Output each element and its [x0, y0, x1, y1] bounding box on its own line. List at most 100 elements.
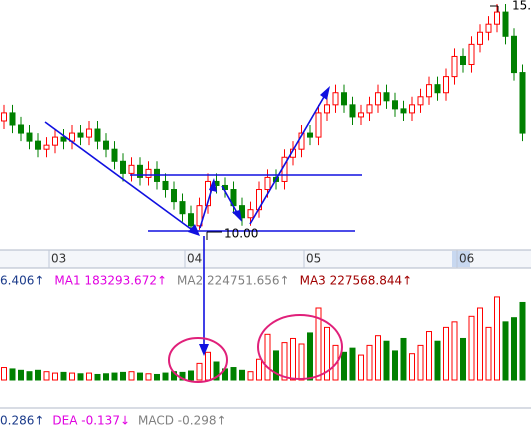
- candle-body: [383, 92, 390, 102]
- volume-bar: [460, 337, 466, 381]
- volume-bar: [43, 371, 50, 381]
- volume-bar: [35, 369, 41, 381]
- volume-bar: [349, 347, 356, 381]
- legend-entry: 0.286↑: [0, 414, 44, 428]
- arrow-line: [44, 121, 196, 233]
- volume-bar: [145, 373, 152, 381]
- volume-bar: [273, 350, 279, 381]
- volume-bar: [375, 335, 381, 381]
- volume-bar: [247, 371, 254, 381]
- legend-entry: MA1 183293.672↑: [54, 274, 167, 288]
- x-tick-label: 05: [306, 252, 321, 266]
- volume-bar: [341, 351, 347, 381]
- arrow-head: [320, 86, 330, 100]
- volume-bar: [128, 371, 135, 381]
- volume-bar: [426, 331, 432, 381]
- candle-body: [477, 31, 483, 45]
- highlight-ellipse: [168, 337, 228, 383]
- annotations: [44, 86, 362, 356]
- candle-body: [375, 92, 381, 106]
- volume-bar: [298, 343, 305, 381]
- candle-body: [128, 164, 135, 174]
- x-axis-band: [0, 250, 531, 268]
- volume-bar: [409, 353, 415, 381]
- volume-bar: [511, 317, 517, 381]
- candle-body: [315, 112, 322, 138]
- volume-bar: [239, 369, 245, 381]
- legend-entry: 6.406↑: [0, 274, 44, 288]
- x-tick-label: 06: [459, 252, 474, 266]
- candle-body: [511, 35, 517, 74]
- candle-body: [264, 176, 271, 191]
- candle-body: [443, 76, 449, 94]
- candle-body: [434, 84, 441, 94]
- volume-bar: [264, 333, 271, 381]
- volume-bar: [451, 321, 458, 381]
- legend-entry: MACD -0.298↑: [138, 414, 227, 428]
- highlight-ellipse: [257, 314, 343, 380]
- volume-bar: [392, 350, 398, 381]
- candle-body: [60, 136, 67, 142]
- legend-entry: DEA -0.137↓: [52, 414, 130, 428]
- arrow-line: [249, 89, 329, 225]
- volume-bar: [60, 371, 67, 381]
- volume-bar: [196, 362, 203, 381]
- candle-body: [188, 213, 194, 227]
- volume-bar: [383, 340, 390, 381]
- volume-bar: [290, 337, 296, 381]
- volume-bar: [307, 332, 313, 381]
- candle-body: [137, 164, 143, 178]
- volume-bar: [434, 340, 441, 381]
- x-tick-label: 04: [187, 252, 202, 266]
- annotation: 10.00: [224, 227, 258, 241]
- volume-bar: [366, 344, 373, 381]
- x-tick-label: 03: [51, 252, 66, 266]
- volume-bar: [111, 372, 118, 381]
- candle-body: [43, 144, 50, 150]
- volume-bar: [468, 315, 475, 381]
- candle-body: [502, 11, 509, 37]
- candle-body: [426, 84, 432, 98]
- volume-bar: [205, 351, 211, 381]
- volume-bar: [400, 337, 407, 381]
- candle-body: [145, 168, 152, 178]
- volume-bar: [485, 326, 492, 381]
- volume-bar: [1, 367, 7, 381]
- annotation: 15.: [512, 0, 531, 13]
- volume-bar: [256, 358, 262, 381]
- volume-bar: [86, 372, 92, 381]
- candle-body: [409, 104, 415, 114]
- candle-body: [494, 11, 500, 25]
- volume-bar: [69, 372, 75, 381]
- candle-body: [468, 43, 475, 66]
- volume-bar: [417, 344, 424, 381]
- candle-body: [349, 104, 356, 118]
- arrow-head: [188, 224, 200, 236]
- candle-body: [247, 209, 254, 219]
- volume-bar: [162, 372, 169, 381]
- arrow-head: [232, 210, 242, 222]
- candle-body: [94, 128, 101, 142]
- volume-bar: [358, 354, 364, 381]
- candle-body: [485, 23, 492, 33]
- legend-entry: MA2 224751.656↑: [177, 274, 290, 288]
- candle-body: [103, 140, 109, 150]
- volume-bar: [494, 296, 500, 381]
- volume-bar: [52, 372, 58, 381]
- candle-body: [9, 112, 16, 126]
- volume-bar: [281, 342, 288, 381]
- candle-body: [86, 128, 92, 138]
- arrow-head: [209, 178, 217, 192]
- volume-bar: [137, 372, 143, 381]
- volume-bar: [154, 373, 160, 381]
- volume-bar: [477, 307, 483, 381]
- volume-bar: [315, 307, 322, 381]
- candle-body: [358, 112, 364, 118]
- candle-body: [26, 132, 33, 142]
- legend-entry: MA3 227568.844↑: [300, 274, 413, 288]
- candle-body: [460, 55, 466, 66]
- volume-bar: [9, 368, 16, 381]
- candle-body: [179, 201, 186, 215]
- volume-bar: [120, 371, 126, 381]
- volume-bar: [103, 373, 109, 381]
